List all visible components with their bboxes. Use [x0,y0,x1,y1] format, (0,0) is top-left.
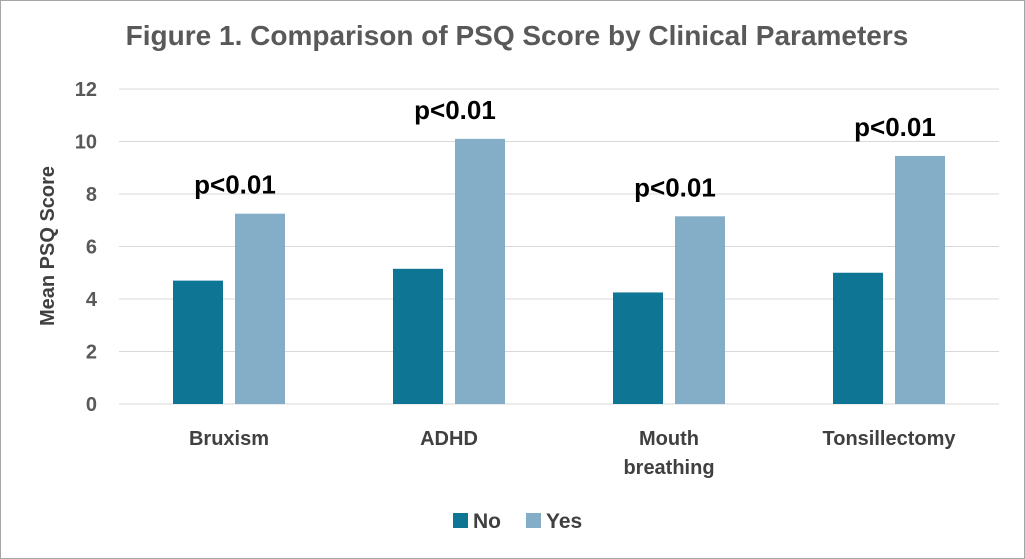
x-tick-label: Tonsillectomy [823,428,957,450]
bar-no-2 [613,292,663,404]
legend-swatch-yes [526,513,541,528]
y-tick-label: 6 [86,237,97,259]
p-value-annotation: p<0.01 [414,95,496,125]
y-tick-label: 2 [86,342,97,364]
y-tick-label: 0 [86,394,97,416]
x-tick-label: Bruxism [189,428,269,450]
x-tick-label: Mouth [639,428,699,450]
bar-yes-0 [235,213,285,404]
bar-no-0 [173,280,223,404]
y-tick-label: 4 [86,289,98,311]
y-tick-label: 10 [75,132,97,154]
p-value-annotation: p<0.01 [854,112,936,142]
y-axis-label: Mean PSQ Score [37,166,59,326]
bar-yes-1 [455,138,505,404]
bar-yes-3 [895,155,945,404]
y-tick-label: 8 [86,184,97,206]
bar-yes-2 [675,216,725,404]
chart-title: Figure 1. Comparison of PSQ Score by Cli… [126,20,909,51]
p-value-annotation: p<0.01 [634,172,716,202]
x-tick-label: ADHD [420,428,478,450]
y-tick-label: 12 [75,79,97,101]
x-tick-label: breathing [623,457,714,479]
legend-label-no: No [473,510,501,533]
legend-label-yes: Yes [546,510,582,533]
bar-no-1 [393,268,443,404]
p-value-annotation: p<0.01 [194,170,276,200]
legend-swatch-no [453,513,468,528]
bar-no-3 [833,272,883,404]
